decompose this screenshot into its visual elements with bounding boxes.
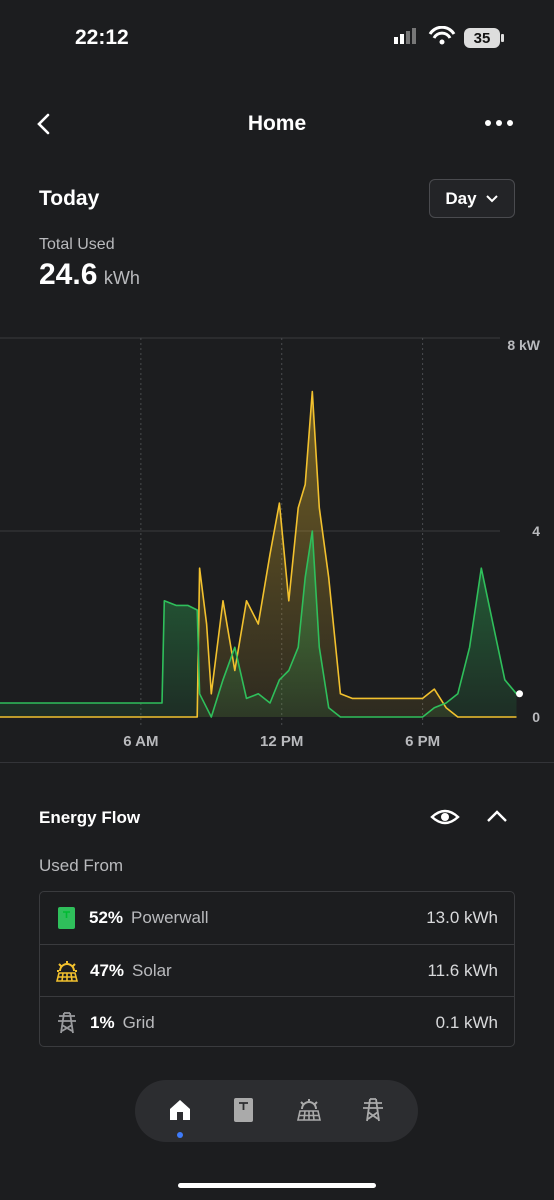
tab-bar bbox=[135, 1080, 418, 1142]
page-title: Home bbox=[247, 112, 307, 135]
source-percent: 47% bbox=[90, 960, 125, 980]
section-subtitle: Used From bbox=[39, 856, 124, 875]
source-amount: 13.0 kWh bbox=[426, 907, 498, 927]
powerwall-icon bbox=[58, 906, 75, 929]
chevron bbox=[485, 194, 498, 202]
x-tick-label: 6 AM bbox=[123, 733, 158, 750]
series-area bbox=[0, 391, 517, 717]
source-name: Powerwall bbox=[131, 907, 209, 927]
tab-solar[interactable] bbox=[296, 1098, 322, 1122]
x-tick-label: 12 PM bbox=[260, 733, 303, 750]
y-tick-label: 0 bbox=[532, 709, 540, 725]
source-amount: 11.6 kWh bbox=[427, 960, 498, 980]
range-dropdown[interactable]: Day bbox=[429, 179, 515, 218]
source-row: 1% Grid 0.1 kWh bbox=[40, 996, 514, 1048]
series-line bbox=[0, 390, 517, 718]
collapse-button[interactable] bbox=[486, 808, 508, 824]
source-amount: 0.1 kWh bbox=[435, 1012, 498, 1032]
grid-icon bbox=[58, 1011, 76, 1033]
total-unit: kWh bbox=[103, 268, 140, 288]
y-tick-label: 4 bbox=[532, 523, 540, 539]
source-row: 47% Solar 11.6 kWh bbox=[40, 944, 514, 996]
home-indicator bbox=[178, 1183, 376, 1188]
section-title: Energy Flow bbox=[39, 808, 141, 827]
solar-icon bbox=[56, 960, 78, 982]
more-button[interactable] bbox=[484, 116, 516, 130]
back-button[interactable] bbox=[34, 112, 54, 136]
active-indicator bbox=[177, 1132, 183, 1138]
source-percent: 52% bbox=[89, 907, 124, 927]
battery-level: 35 bbox=[474, 30, 491, 47]
chart: 0 4 8 kW 6 AM 12 PM 6 PM bbox=[0, 337, 541, 750]
source-row: 52% Powerwall 13.0 kWh bbox=[40, 892, 514, 943]
source-name: Grid bbox=[122, 1012, 155, 1032]
total-number: 24.6 bbox=[39, 258, 98, 291]
period-label: Today bbox=[39, 187, 100, 210]
x-tick-label: 6 PM bbox=[405, 733, 440, 750]
visibility-toggle[interactable] bbox=[430, 806, 460, 828]
range-label: Day bbox=[445, 188, 477, 208]
source-percent: 1% bbox=[90, 1012, 115, 1032]
status-icons: 35 bbox=[394, 26, 504, 48]
total-value: 24.6 kWh bbox=[39, 258, 140, 292]
total-label: Total Used bbox=[39, 236, 115, 253]
y-tick-label: 8 kW bbox=[507, 337, 540, 353]
source-name: Solar bbox=[132, 960, 172, 980]
tab-grid[interactable] bbox=[361, 1097, 385, 1123]
divider bbox=[0, 762, 554, 763]
series-line bbox=[0, 530, 518, 718]
tab-home[interactable] bbox=[168, 1098, 192, 1122]
series-area bbox=[0, 531, 517, 717]
tab-powerwall[interactable] bbox=[232, 1097, 256, 1123]
source-list: 52% Powerwall 13.0 kWh 47% Solar 11.6 kW… bbox=[39, 891, 515, 1047]
status-time: 22:12 bbox=[75, 26, 129, 49]
current-point bbox=[516, 690, 524, 698]
